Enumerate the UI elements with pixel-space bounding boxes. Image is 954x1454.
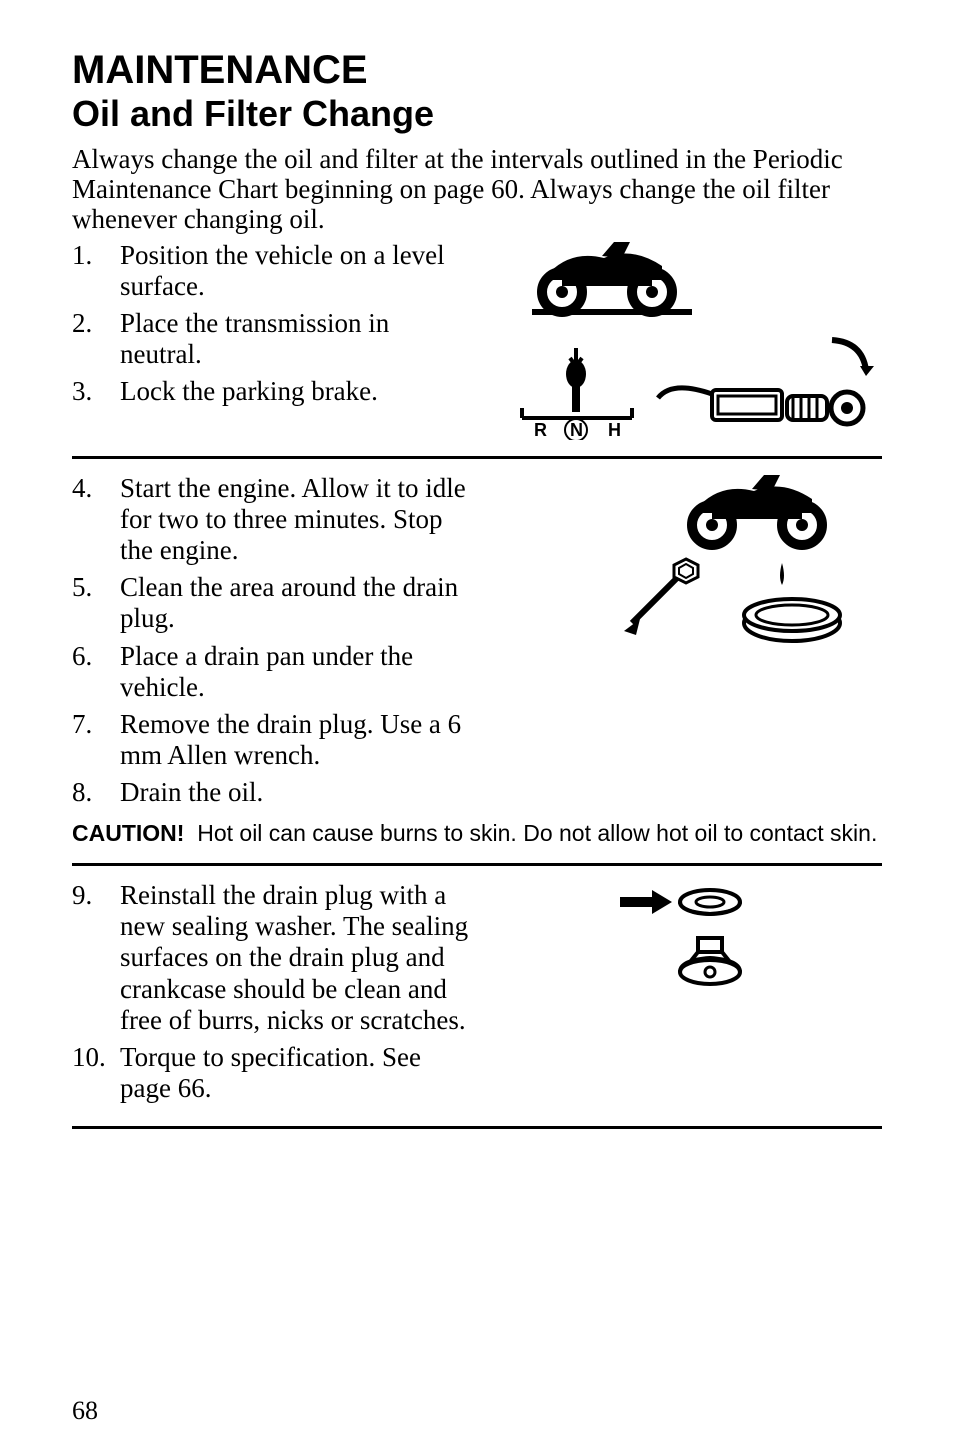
step-number: 3.: [72, 376, 120, 407]
block-2: 4.Start the engine. Allow it to idle for…: [72, 473, 882, 813]
step-text: Remove the drain plug. Use a 6 mm Allen …: [120, 709, 477, 771]
shift-n-label: N: [570, 420, 583, 440]
list-item: 1.Position the vehicle on a level surfac…: [72, 240, 477, 302]
page: MAINTENANCE Oil and Filter Change Always…: [0, 0, 954, 1454]
step-number: 4.: [72, 473, 120, 566]
list-item: 5.Clean the area around the drain plug.: [72, 572, 477, 634]
intro-paragraph: Always change the oil and filter at the …: [72, 144, 882, 235]
step-text: Drain the oil.: [120, 777, 477, 808]
step-number: 7.: [72, 709, 120, 771]
step-text: Position the vehicle on a level surface.: [120, 240, 477, 302]
section-divider: [72, 456, 882, 459]
list-item: 3.Lock the parking brake.: [72, 376, 477, 407]
level-surface-neutral-brake-icon: R N H: [502, 240, 882, 440]
step-text: Place a drain pan under the vehicle.: [120, 641, 477, 703]
step-number: 5.: [72, 572, 120, 634]
list-item: 9.Reinstall the drain plug with a new se…: [72, 880, 477, 1035]
shift-h-label: H: [608, 420, 621, 440]
drain-oil-icon: [612, 473, 882, 653]
list-item: 2.Place the transmission in neutral.: [72, 308, 477, 370]
step-number: 8.: [72, 777, 120, 808]
step-text: Lock the parking brake.: [120, 376, 477, 407]
list-item: 7.Remove the drain plug. Use a 6 mm Alle…: [72, 709, 477, 771]
block-3: 9.Reinstall the drain plug with a new se…: [72, 880, 882, 1109]
page-title: MAINTENANCE: [72, 48, 882, 92]
steps-list-3: 9.Reinstall the drain plug with a new se…: [72, 880, 477, 1103]
caution-note: CAUTION! Hot oil can cause burns to skin…: [72, 820, 882, 848]
block-1: 1.Position the vehicle on a level surfac…: [72, 240, 882, 440]
section-title: Oil and Filter Change: [72, 94, 882, 134]
step-number: 6.: [72, 641, 120, 703]
list-item: 4.Start the engine. Allow it to idle for…: [72, 473, 477, 566]
step-text: Reinstall the drain plug with a new seal…: [120, 880, 477, 1035]
list-item: 6.Place a drain pan under the vehicle.: [72, 641, 477, 703]
caution-text: Hot oil can cause burns to skin. Do not …: [197, 820, 877, 846]
shift-r-label: R: [534, 420, 547, 440]
caution-label: CAUTION!: [72, 820, 184, 846]
washer-plug-icon: [610, 880, 750, 1000]
step-number: 9.: [72, 880, 120, 1035]
step-text: Place the transmission in neutral.: [120, 308, 477, 370]
section-divider: [72, 1126, 882, 1129]
list-item: 8.Drain the oil.: [72, 777, 477, 808]
step-number: 1.: [72, 240, 120, 302]
step-text: Torque to specification. See page 66.: [120, 1042, 477, 1104]
step-text: Clean the area around the drain plug.: [120, 572, 477, 634]
step-number: 2.: [72, 308, 120, 370]
steps-list-2: 4.Start the engine. Allow it to idle for…: [72, 473, 477, 807]
section-divider: [72, 863, 882, 866]
steps-list-1: 1.Position the vehicle on a level surfac…: [72, 240, 477, 407]
step-text: Start the engine. Allow it to idle for t…: [120, 473, 477, 566]
list-item: 10.Torque to specification. See page 66.: [72, 1042, 477, 1104]
step-number: 10.: [72, 1042, 120, 1104]
page-number: 68: [72, 1396, 98, 1426]
